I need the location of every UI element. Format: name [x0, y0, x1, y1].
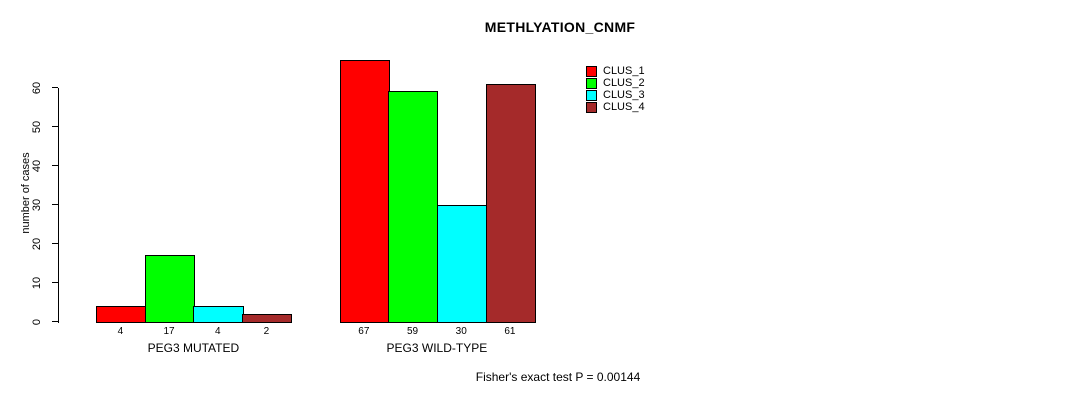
bar-clus_3-peg3-mutated [193, 305, 244, 323]
bar-value-label: 2 [263, 326, 270, 337]
y-axis-tick-label: 0 [31, 318, 43, 325]
bar-clus_1-peg3-wild-type [339, 60, 390, 323]
y-axis-tick-label: 60 [31, 81, 43, 94]
legend-item-clus_3: CLUS_3 [586, 89, 645, 101]
legend-swatch-icon [586, 89, 597, 101]
y-axis-tick [51, 125, 58, 128]
y-axis-tick-label: 20 [31, 237, 43, 250]
x-category-label: PEG3 MUTATED [147, 341, 240, 355]
bar-value-label: 67 [358, 326, 370, 337]
bar-value-label: 59 [406, 326, 419, 337]
legend-swatch-icon [586, 65, 597, 77]
legend-swatch-icon [586, 77, 597, 89]
legend-label: CLUS_3 [603, 89, 645, 101]
y-axis-tick [51, 320, 58, 323]
legend-item-clus_4: CLUS_4 [586, 101, 645, 113]
bar-clus_4-peg3-wild-type [485, 83, 536, 323]
y-axis-tick-label: 50 [31, 120, 43, 133]
legend-label: CLUS_4 [603, 101, 645, 113]
y-axis-tick [51, 203, 58, 206]
bar-value-label: 17 [163, 326, 175, 337]
bar-clus_2-peg3-mutated [144, 255, 195, 323]
bar-clus_2-peg3-wild-type [388, 91, 439, 323]
legend-item-clus_2: CLUS_2 [586, 77, 645, 89]
bar-value-label: 30 [455, 326, 467, 337]
y-axis-tick-label: 30 [31, 198, 43, 211]
y-axis-line [57, 87, 59, 323]
bar-clus_3-peg3-wild-type [436, 204, 488, 323]
y-axis-tick [51, 281, 58, 284]
y-axis-tick [51, 86, 58, 89]
bar-clus_4-peg3-mutated [242, 313, 293, 323]
bar-value-label: 4 [214, 326, 221, 337]
chart-title: METHLYATION_CNMF [484, 19, 636, 35]
y-axis-tick-label: 40 [31, 159, 43, 172]
fisher-test-annotation: Fisher's exact test P = 0.00144 [475, 370, 641, 384]
x-category-label: PEG3 WILD-TYPE [386, 341, 488, 355]
legend-item-clus_1: CLUS_1 [586, 65, 645, 77]
bar-clus_1-peg3-mutated [96, 305, 147, 323]
legend: CLUS_1 CLUS_2 CLUS_3 CLUS_4 [586, 65, 645, 113]
legend-label: CLUS_2 [603, 77, 645, 89]
y-axis-tick-label: 10 [31, 276, 43, 289]
y-axis-tick [51, 242, 58, 245]
bar-value-label: 4 [117, 326, 124, 337]
legend-label: CLUS_1 [603, 65, 645, 77]
y-axis-tick [51, 164, 58, 167]
bar-value-label: 61 [504, 326, 516, 337]
legend-swatch-icon [586, 101, 597, 113]
